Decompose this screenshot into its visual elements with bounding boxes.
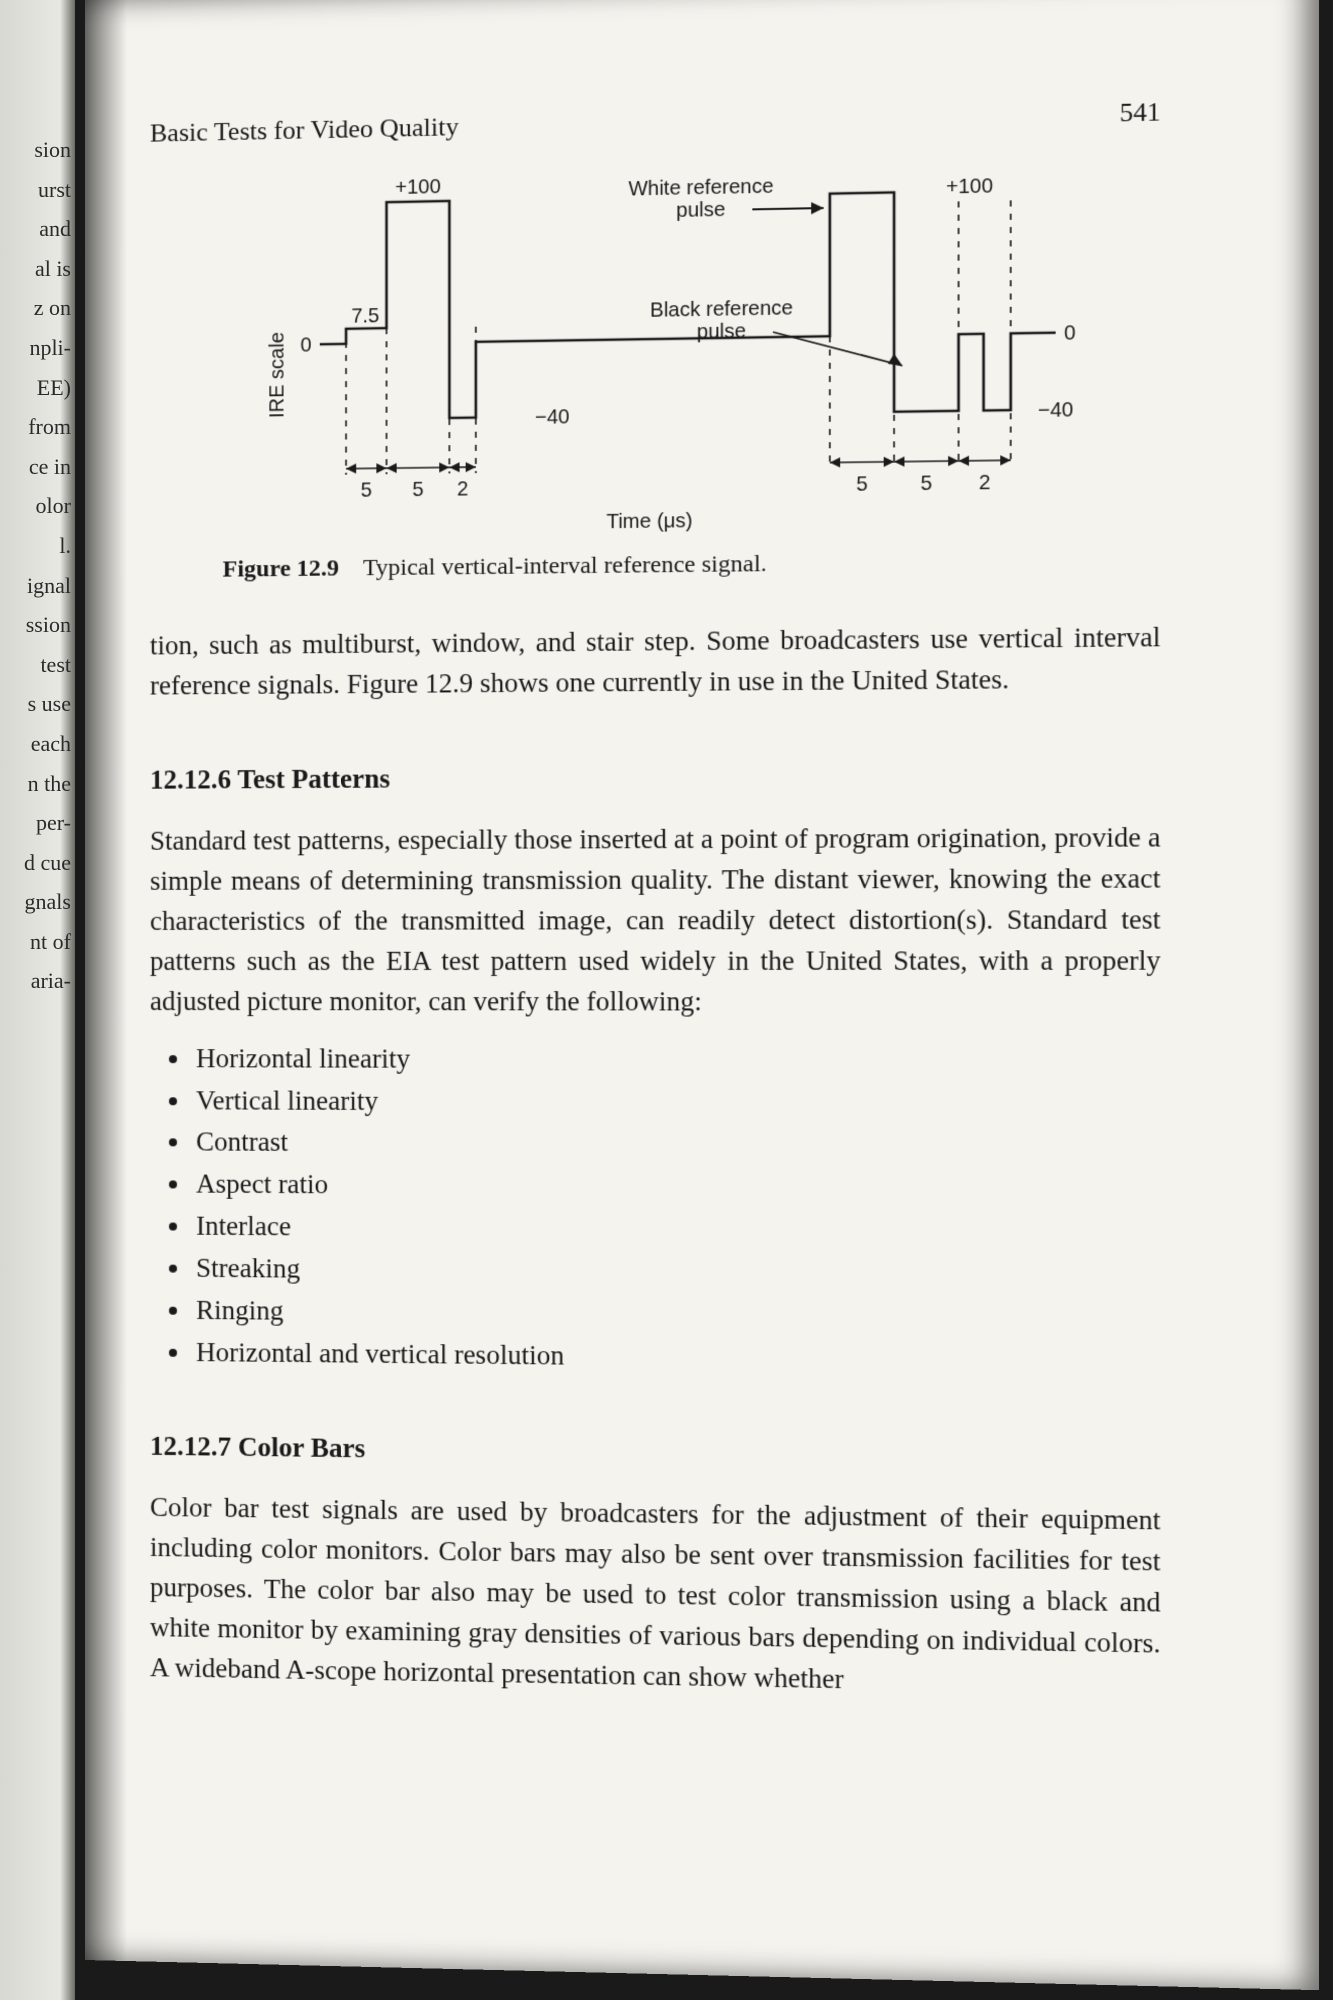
list-item: Streaking [192,1248,1161,1297]
svg-text:7.5: 7.5 [351,305,379,328]
prev-page-fragment: gnals [0,882,71,922]
running-head: Basic Tests for Video Quality 541 [150,97,1161,149]
svg-text:2: 2 [978,472,990,495]
section-heading-color-bars: 12.12.7 Color Bars [150,1431,1161,1474]
figure-12-9: +1007.50−400−40+100White referencepulseB… [223,158,1085,584]
svg-text:Black reference: Black reference [650,297,793,322]
prev-page-fragment: al is [0,249,71,289]
svg-text:0: 0 [300,334,311,356]
prev-page-fragment: EE) [0,368,71,408]
photo-wrap: sionurstandal isz onnpli-EE)fromce inolo… [0,0,1333,2000]
list-item: Vertical linearity [192,1080,1161,1125]
paragraph-color-bars: Color bar test signals are used by broad… [150,1488,1161,1706]
prev-page-fragment: and [0,209,71,249]
svg-text:pulse: pulse [676,199,725,222]
previous-page-sliver: sionurstandal isz onnpli-EE)fromce inolo… [0,0,75,2000]
figure-caption-text: Typical vertical-interval reference sign… [363,551,767,581]
figure-caption: Figure 12.9 Typical vertical-interval re… [223,547,1085,583]
figure-svg: +1007.50−400−40+100White referencepulseB… [223,158,1085,547]
prev-page-fragment: from [0,407,71,447]
list-item: Contrast [192,1122,1161,1168]
prev-page-fragment: each [0,724,71,764]
prev-page-fragment: ignal [0,566,71,606]
prev-page-fragment: ce in [0,447,71,487]
list-item: Aspect ratio [192,1164,1161,1211]
svg-text:White reference: White reference [628,175,773,200]
svg-text:5: 5 [920,472,932,495]
prev-page-fragment: test [0,645,71,685]
list-item: Horizontal and vertical resolution [192,1332,1161,1383]
svg-text:5: 5 [412,479,423,501]
prev-page-fragment: urst [0,170,71,210]
svg-text:pulse: pulse [696,320,745,343]
svg-text:+100: +100 [946,175,993,198]
bullet-list: Horizontal linearityVertical linearityCo… [150,1038,1161,1383]
prev-page-fragment: npli- [0,328,71,368]
prev-page-fragment: d cue [0,843,71,883]
prev-page-fragment: n the [0,764,71,804]
svg-text:IRE scale: IRE scale [266,332,288,418]
svg-text:0: 0 [1064,322,1076,345]
svg-text:Time (μs): Time (μs) [606,510,692,533]
book-page: Basic Tests for Video Quality 541 +100 7.… [85,0,1319,1990]
section-heading-test-patterns: 12.12.6 Test Patterns [150,759,1161,795]
svg-text:2: 2 [456,478,467,500]
svg-text:−40: −40 [534,406,569,429]
prev-page-fragment: nt of [0,922,71,962]
list-item: Horizontal linearity [192,1038,1161,1082]
svg-text:5: 5 [856,473,868,496]
prev-page-fragment: per- [0,803,71,843]
gutter-shadow [85,0,127,1961]
prev-page-fragment: ssion [0,605,71,645]
figure-number: Figure 12.9 [223,555,339,582]
paragraph-continuation: tion, such as multiburst, window, and st… [150,618,1161,707]
page-number: 541 [1120,97,1161,129]
list-item: Interlace [192,1206,1161,1254]
prev-page-fragment: olor [0,486,71,526]
svg-text:−40: −40 [1037,399,1072,422]
svg-text:+100: +100 [395,176,441,199]
prev-page-fragment: z on [0,288,71,328]
prev-page-fragment: aria- [0,961,71,1001]
prev-page-fragment: sion [0,130,71,170]
svg-text:5: 5 [360,479,371,501]
prev-page-fragment: s use [0,684,71,724]
prev-page-fragment: l. [0,526,71,566]
running-head-title: Basic Tests for Video Quality [150,112,459,149]
paragraph-test-patterns: Standard test patterns, especially those… [150,818,1161,1023]
